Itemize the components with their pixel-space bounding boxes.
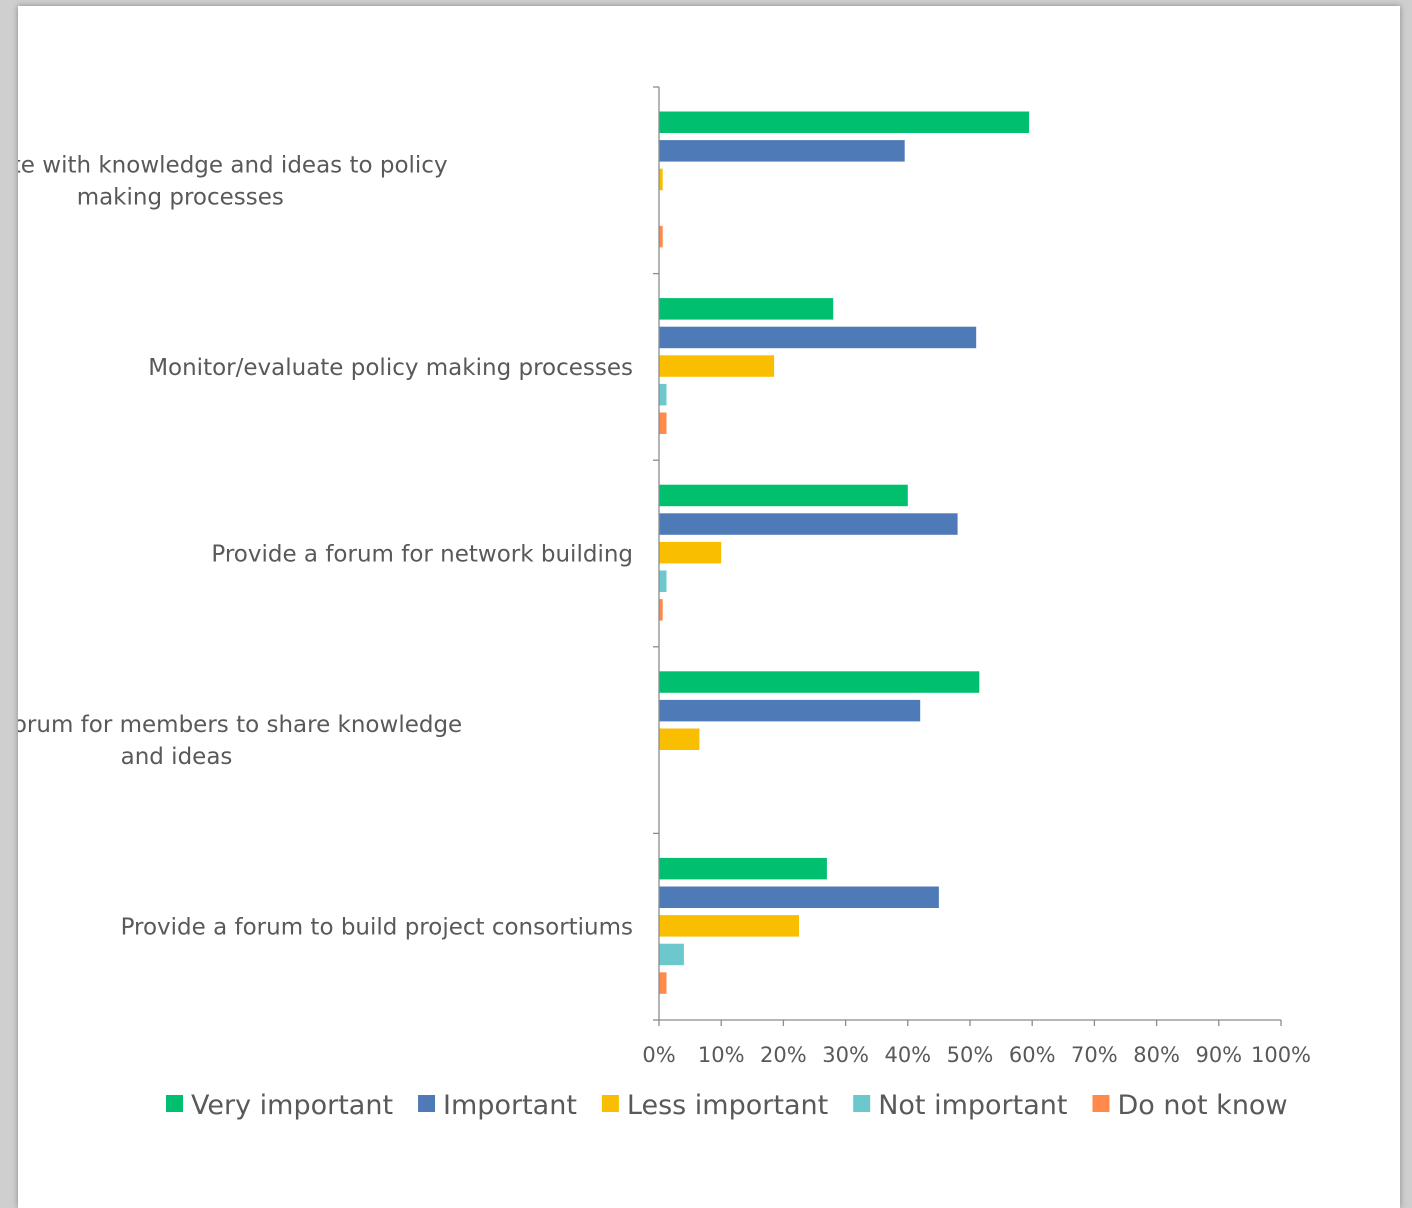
category-label: Provide a forum for network building	[211, 542, 633, 568]
x-tick-labels: 0% 10% 20% 30% 40% 50% 60% 70% 80% 90% 100%	[642, 1043, 1311, 1067]
category-label: Provide a forum for members to share kno…	[18, 712, 462, 770]
category-label-line: making processes	[77, 184, 284, 210]
category-label-line: and ideas	[121, 744, 233, 770]
x-tick-label: 40%	[884, 1043, 931, 1067]
bar-very-important-4	[659, 857, 827, 880]
category-label-line: Provide a forum for network building	[211, 542, 633, 568]
legend-label-very-important: Very important	[191, 1090, 393, 1121]
x-tick-label: 70%	[1071, 1043, 1118, 1067]
category-labels: Contribute with knowledge and ideas to p…	[18, 152, 633, 940]
bar-not-important-4	[659, 943, 684, 966]
legend: Very important Important Less important Not…	[166, 1090, 1288, 1121]
x-tick-label: 20%	[760, 1043, 807, 1067]
bar-important-0	[659, 140, 905, 162]
category-label: Contribute with knowledge and ideas to p…	[18, 152, 448, 210]
x-tick-label: 0%	[642, 1043, 675, 1067]
bar-do-not-know-2	[659, 599, 663, 621]
x-tick-label: 50%	[947, 1043, 994, 1067]
bar-not-important-1	[659, 383, 667, 406]
x-tick-label: 90%	[1195, 1043, 1242, 1067]
bar-less-important-0	[659, 168, 663, 191]
bar-important-2	[659, 513, 958, 535]
category-label-line: Provide a forum to build project consort…	[121, 915, 633, 941]
bar-important-3	[659, 699, 921, 722]
legend-swatch-less-important	[601, 1095, 619, 1112]
bar-chart: Contribute with knowledge and ideas to p…	[18, 86, 1311, 1121]
bar-less-important-4	[659, 915, 799, 937]
bar-very-important-2	[659, 484, 908, 507]
legend-label-do-not-know: Do not know	[1117, 1090, 1287, 1121]
bar-very-important-1	[659, 298, 834, 320]
bar-very-important-0	[659, 111, 1030, 133]
category-label-line: Provide a forum for members to share kno…	[18, 712, 462, 738]
category-label: Provide a forum to build project consort…	[121, 915, 633, 941]
bar-do-not-know-0	[659, 225, 663, 248]
legend-swatch-do-not-know	[1092, 1095, 1110, 1112]
legend-swatch-not-important	[853, 1095, 871, 1112]
bar-important-4	[659, 886, 939, 908]
bar-less-important-3	[659, 728, 700, 750]
category-label-line: Monitor/evaluate policy making processes	[148, 355, 633, 381]
bar-less-important-1	[659, 355, 775, 377]
bar-do-not-know-4	[659, 972, 667, 994]
axis-layer	[653, 86, 1282, 1026]
x-tick-label: 100%	[1251, 1043, 1311, 1067]
x-tick-label: 60%	[1009, 1043, 1056, 1067]
x-tick-label: 80%	[1133, 1043, 1180, 1067]
legend-swatch-important	[418, 1095, 436, 1112]
legend-label-important: Important	[443, 1090, 577, 1121]
bar-less-important-2	[659, 541, 722, 564]
category-label: Monitor/evaluate policy making processes	[148, 355, 633, 381]
x-tick-label: 10%	[698, 1043, 745, 1067]
x-tick-label: 30%	[822, 1043, 869, 1067]
legend-label-less-important: Less important	[627, 1090, 828, 1121]
bar-not-important-2	[659, 570, 667, 592]
chart-page: Contribute with knowledge and ideas to p…	[18, 6, 1400, 1208]
category-label-line: Contribute with knowledge and ideas to p…	[18, 152, 448, 178]
bar-very-important-3	[659, 671, 980, 693]
bars-layer	[659, 111, 1030, 994]
bar-do-not-know-1	[659, 412, 667, 434]
bar-important-1	[659, 326, 977, 349]
legend-label-not-important: Not important	[878, 1090, 1067, 1121]
legend-swatch-very-important	[166, 1095, 183, 1112]
